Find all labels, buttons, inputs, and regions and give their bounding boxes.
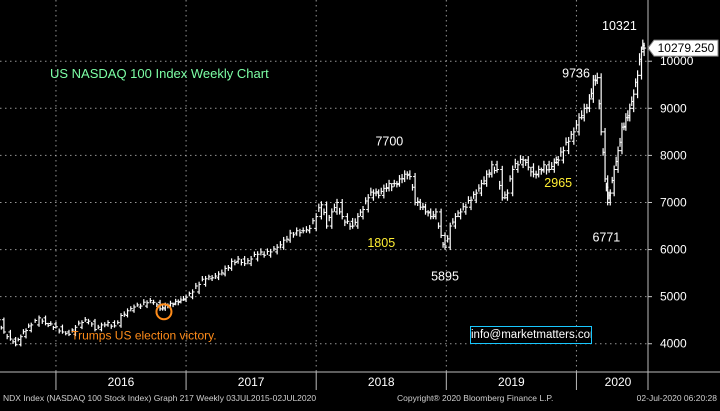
brand-email-box[interactable]: info@marketmatters.com.au <box>470 326 592 344</box>
y-tick-label: 10000 <box>660 54 694 68</box>
last-price-label: 10279.250 <box>658 41 715 55</box>
annotations: 10321 9736 7700 2965 1805 5895 6771 Trumps US e… <box>71 19 637 342</box>
annotation-label: 1805 <box>367 236 395 250</box>
annotation-label: Trumps US election victory. <box>71 328 216 342</box>
x-tick-label: 2017 <box>238 375 265 389</box>
chart-title: US NASDAQ 100 Index Weekly Chart <box>50 66 269 81</box>
annotation-label: 2965 <box>544 176 572 190</box>
brand-email-text: info@marketmatters.com.au <box>471 329 591 341</box>
annotation-label: 7700 <box>375 135 403 149</box>
y-tick-label: 6000 <box>660 243 687 257</box>
annotation-label: 5895 <box>431 270 459 284</box>
axes: 4000 5000 6000 7000 8000 9000 10000 2016 2017 201… <box>0 0 720 390</box>
y-tick-label: 8000 <box>660 148 687 162</box>
price-bars <box>0 39 647 347</box>
x-tick-label: 2019 <box>498 375 525 389</box>
x-tick-label: 2016 <box>108 375 135 389</box>
footer-copyright: Copyright® 2020 Bloomberg Finance L.P. <box>397 393 554 403</box>
last-price-flag <box>647 39 719 57</box>
footer-bar: NDX Index (NASDAQ 100 Stock Index) Graph… <box>0 391 720 406</box>
y-tick-label: 4000 <box>660 337 687 351</box>
footer-series-info: NDX Index (NASDAQ 100 Stock Index) Graph… <box>3 393 317 403</box>
annotation-label: 6771 <box>592 230 620 244</box>
election-marker-circle <box>155 303 173 321</box>
x-tick-label: 2020 <box>605 375 632 389</box>
y-tick-label: 7000 <box>660 195 687 209</box>
footer-timestamp: 02-Jul-2020 06:20:28 <box>636 393 717 403</box>
x-tick-label: 2018 <box>368 375 395 389</box>
y-tick-label: 5000 <box>660 290 687 304</box>
annotation-label: 9736 <box>562 67 590 81</box>
y-tick-label: 9000 <box>660 101 687 115</box>
annotation-label: 10321 <box>602 19 637 33</box>
